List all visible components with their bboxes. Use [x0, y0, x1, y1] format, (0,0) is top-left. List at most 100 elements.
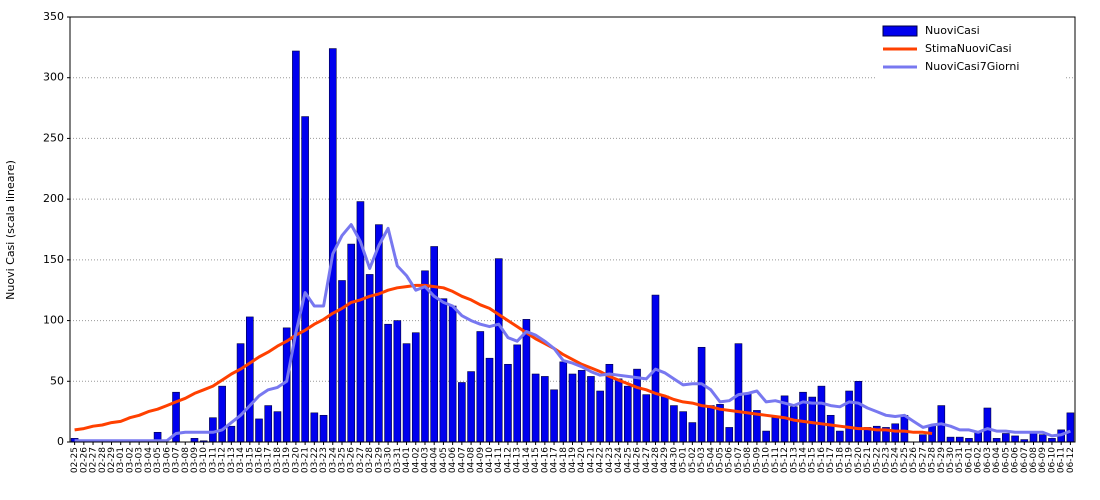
x-tick-label: 06-08: [1029, 447, 1039, 473]
bar: [319, 414, 328, 443]
bar: [421, 270, 429, 443]
bar: [402, 343, 411, 443]
x-tick-label: 04-27: [642, 447, 652, 473]
x-tick-label: 04-30: [669, 447, 679, 473]
bar: [411, 332, 420, 443]
x-tick-label: 03-26: [347, 447, 357, 473]
bar: [504, 363, 512, 443]
x-tick-label: 03-06: [162, 447, 172, 473]
x-tick-label: 05-07: [734, 447, 744, 473]
x-tick-label: 03-30: [384, 447, 394, 473]
plot-frame: [69, 16, 1076, 443]
x-tick-label: 04-14: [522, 447, 532, 473]
x-tick-label: 04-02: [411, 447, 421, 473]
x-tick-label: 04-08: [467, 447, 477, 473]
bar: [209, 417, 217, 443]
x-tick-label: 04-15: [531, 447, 541, 473]
bar: [236, 343, 245, 443]
x-tick-label: 05-24: [891, 447, 901, 473]
bar: [624, 385, 632, 443]
bar: [531, 373, 540, 443]
x-tick-label: 06-07: [1020, 447, 1030, 473]
x-tick-label: 03-17: [264, 447, 274, 473]
x-tick-label: 03-15: [245, 447, 255, 473]
x-tick-label: 04-13: [513, 447, 523, 473]
x-tick-label: 03-31: [393, 447, 403, 473]
x-tick-label: 03-05: [153, 447, 163, 473]
x-tick-label: 03-24: [328, 447, 338, 473]
bar: [467, 371, 475, 443]
bar: [891, 423, 900, 443]
x-tick-label: 05-13: [789, 447, 799, 473]
x-tick-label: 03-20: [291, 447, 301, 473]
x-tick-label: 02-29: [107, 447, 117, 473]
x-tick-label: 04-20: [577, 447, 587, 473]
bar: [799, 391, 807, 443]
bar: [762, 430, 770, 443]
x-tick-label: 06-02: [974, 447, 984, 473]
x-tick-label: 03-10: [199, 447, 209, 473]
x-tick-label: 04-07: [457, 447, 467, 473]
x-tick-label: 03-01: [116, 447, 126, 473]
x-tick-label: 05-02: [688, 447, 698, 473]
x-tick-label: 05-27: [918, 447, 928, 473]
bar: [1048, 438, 1056, 443]
x-tick-label: 04-29: [660, 447, 670, 473]
x-tick-label: 03-16: [255, 447, 265, 473]
x-tick-label: 03-14: [236, 447, 246, 473]
bar: [218, 385, 226, 443]
x-tick-label: 05-19: [845, 447, 855, 473]
line: [74, 283, 933, 435]
x-tick-label: 05-01: [679, 447, 689, 473]
x-tick-label: 04-28: [651, 447, 661, 473]
bar: [688, 422, 697, 443]
bar: [660, 395, 669, 443]
bar: [826, 414, 835, 443]
x-tick-label: 05-09: [752, 447, 762, 473]
x-tick-label: 05-17: [826, 447, 836, 473]
bar: [328, 48, 337, 443]
y-tick-label: 50: [50, 374, 64, 387]
y-tick-label: 350: [43, 10, 64, 23]
x-tick-label: 05-08: [743, 447, 753, 473]
x-tick-label: 04-16: [540, 447, 550, 473]
bar: [946, 436, 955, 443]
y-tick-label: 250: [43, 131, 64, 144]
bar: [264, 405, 273, 443]
x-tick-label: 06-10: [1047, 447, 1057, 473]
bar: [310, 412, 319, 443]
x-tick-label: 03-12: [218, 447, 228, 473]
bar: [476, 331, 485, 443]
x-tick-label: 05-29: [937, 447, 947, 473]
x-tick-label: 05-31: [955, 447, 965, 473]
x-tick-label: 05-12: [780, 447, 790, 473]
x-tick-label: 06-03: [983, 447, 993, 473]
bar: [439, 298, 448, 443]
bar: [375, 224, 383, 443]
bar: [1011, 435, 1019, 443]
x-tick-label: 04-06: [448, 447, 458, 473]
x-tick-label: 05-04: [706, 447, 716, 473]
x-tick-label: 04-11: [494, 447, 504, 473]
bar: [771, 417, 780, 443]
bar: [513, 344, 521, 443]
bar: [347, 243, 356, 443]
x-tick-label: 05-20: [854, 447, 864, 473]
bar: [448, 305, 457, 443]
y-tick-label: 200: [43, 192, 64, 205]
x-tick-label: 05-16: [817, 447, 827, 473]
x-tick-label: 05-10: [762, 447, 772, 473]
bar: [190, 438, 199, 443]
x-tick-label: 04-10: [485, 447, 495, 473]
bar: [227, 425, 236, 443]
x-tick-label: 02-25: [70, 447, 80, 473]
x-tick-label: 03-13: [227, 447, 237, 473]
bar: [854, 380, 863, 443]
x-tick-label: 04-12: [503, 447, 513, 473]
x-tick-label: 05-14: [799, 447, 809, 473]
bar: [338, 280, 346, 443]
bar: [697, 346, 706, 443]
x-tick-label: 05-22: [872, 447, 882, 473]
bar: [365, 274, 374, 443]
